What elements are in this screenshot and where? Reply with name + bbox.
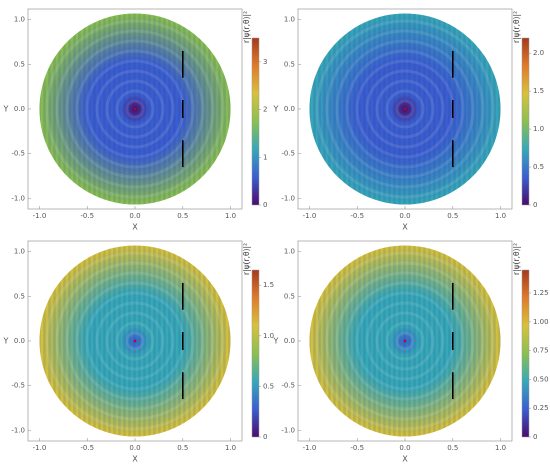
- colorbar-label: r|ψ(r,θ)|²: [242, 243, 251, 275]
- y-tick-label: 1.0: [284, 16, 295, 24]
- x-tick-label: 0.5: [447, 444, 458, 452]
- colorbar-tick-label: 1.25: [533, 289, 549, 297]
- y-tick-label: -0.5: [11, 382, 25, 390]
- x-tick-label: -1.0: [303, 212, 317, 220]
- colorbar-tick-label: 2: [263, 106, 267, 114]
- y-axis-label: Y: [273, 337, 279, 346]
- x-axis-label: X: [402, 455, 408, 464]
- y-tick-label: 1.0: [14, 248, 25, 256]
- x-tick-label: 1.0: [225, 212, 236, 220]
- y-tick-label: -1.0: [11, 194, 25, 202]
- x-tick-label: 0.0: [129, 212, 140, 220]
- x-tick-label: 0.0: [129, 444, 140, 452]
- y-tick-label: 1.0: [14, 16, 25, 24]
- y-tick-label: 0.0: [14, 337, 25, 345]
- y-axis-label: Y: [3, 105, 9, 114]
- y-tick-label: 0.5: [14, 292, 25, 300]
- panel: -1.0 -0.5 0.0 0.5 1.0 -1.0 -0.5 0.0 0.5 1.0 X Y 0 0.5…: [273, 8, 544, 232]
- source: [403, 339, 407, 343]
- colorbar-tick-label: 1.0: [263, 332, 274, 340]
- fringes: [309, 13, 501, 205]
- x-axis-label: X: [402, 223, 408, 232]
- y-tick-label: 0.0: [284, 337, 295, 345]
- x-tick-label: 1.0: [495, 212, 506, 220]
- y-tick-label: 0.5: [284, 60, 295, 68]
- colorbar-tick-label: 1.00: [533, 318, 549, 326]
- x-axis-label: X: [132, 223, 138, 232]
- x-axis-label: X: [132, 455, 138, 464]
- colorbar: [251, 37, 260, 206]
- x-tick-label: 1.0: [495, 444, 506, 452]
- colorbar-tick-label: 1.5: [533, 87, 544, 95]
- fringes: [39, 245, 231, 437]
- x-tick-label: 0.5: [177, 444, 188, 452]
- colorbar: [521, 269, 530, 438]
- colorbar-tick-label: 0.75: [533, 347, 549, 355]
- colorbar-tick-label: 0.5: [263, 382, 274, 390]
- x-tick-label: 0.5: [177, 212, 188, 220]
- x-tick-label: -0.5: [80, 444, 94, 452]
- colorbar-tick-label: 2.0: [533, 49, 544, 57]
- colorbar-label: r|ψ(r,θ)|²: [512, 11, 521, 43]
- x-tick-label: -0.5: [350, 212, 364, 220]
- colorbar-tick-label: 3: [263, 58, 267, 66]
- y-tick-label: -0.5: [281, 382, 295, 390]
- y-tick-label: -1.0: [281, 426, 295, 434]
- colorbar-label: r|ψ(r,θ)|²: [242, 11, 251, 43]
- x-tick-label: -1.0: [303, 444, 317, 452]
- colorbar-label: r|ψ(r,θ)|²: [512, 243, 521, 275]
- y-axis-label: Y: [273, 105, 279, 114]
- y-tick-label: -1.0: [11, 426, 25, 434]
- x-tick-label: -0.5: [350, 444, 364, 452]
- x-tick-label: 0.0: [399, 212, 410, 220]
- colorbar-tick-label: 0: [263, 201, 267, 209]
- colorbar-tick-label: 1.0: [533, 125, 544, 133]
- y-tick-label: -1.0: [281, 194, 295, 202]
- x-tick-label: -1.0: [33, 212, 47, 220]
- panel: -1.0 -0.5 0.0 0.5 1.0 -1.0 -0.5 0.0 0.5 1.0 X Y 0 0.5…: [3, 240, 274, 464]
- source: [133, 107, 137, 111]
- x-tick-label: -1.0: [33, 444, 47, 452]
- y-tick-label: 0.5: [284, 292, 295, 300]
- colorbar-tick-label: 1: [263, 153, 267, 161]
- colorbar-tick-label: 0.25: [533, 404, 549, 412]
- y-tick-label: 0.0: [14, 105, 25, 113]
- colorbar: [521, 37, 530, 206]
- colorbar-tick-label: 0.50: [533, 375, 549, 383]
- panel: -1.0 -0.5 0.0 0.5 1.0 -1.0 -0.5 0.0 0.5 1.0 X Y 0 0.2…: [273, 240, 549, 464]
- source: [403, 107, 407, 111]
- panel: -1.0 -0.5 0.0 0.5 1.0 -1.0 -0.5 0.0 0.5 1.0 X Y 0 1 2 3…: [3, 8, 267, 232]
- colorbar-tick-label: 1.5: [263, 281, 274, 289]
- y-axis-label: Y: [3, 337, 9, 346]
- x-tick-label: 1.0: [225, 444, 236, 452]
- x-tick-label: 0.0: [399, 444, 410, 452]
- y-tick-label: 0.0: [284, 105, 295, 113]
- y-tick-label: -0.5: [11, 150, 25, 158]
- colorbar: [251, 269, 260, 438]
- colorbar-tick-label: 0: [533, 201, 537, 209]
- y-tick-label: 1.0: [284, 248, 295, 256]
- colorbar-tick-label: 0: [533, 433, 537, 441]
- y-tick-label: -0.5: [281, 150, 295, 158]
- source: [133, 339, 137, 343]
- x-tick-label: 0.5: [447, 212, 458, 220]
- colorbar-tick-label: 0.5: [533, 163, 544, 171]
- x-tick-label: -0.5: [80, 212, 94, 220]
- y-tick-label: 0.5: [14, 60, 25, 68]
- colorbar-tick-label: 0: [263, 433, 267, 441]
